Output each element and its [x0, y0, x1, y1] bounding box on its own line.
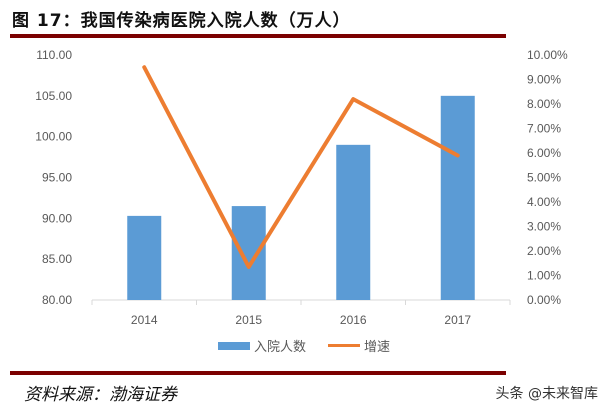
legend-line-swatch — [328, 344, 361, 347]
x-axis-labels: 2014 2015 2016 2017 — [131, 313, 472, 327]
legend-line-label: 增速 — [364, 340, 391, 355]
right-axis-tick-label: 3.00% — [527, 220, 561, 234]
legend: 入院人数 增速 — [218, 336, 390, 355]
right-axis-tick-label: 7.00% — [527, 122, 561, 136]
left-axis-tick-label: 110.00 — [36, 48, 72, 62]
x-axis-tick-marks — [91, 300, 511, 305]
left-axis-tick-label: 85.00 — [42, 252, 72, 266]
x-axis-label: 2016 — [340, 313, 367, 327]
source-note: 资料来源：渤海证券 — [24, 385, 177, 405]
left-axis-tick-label: 100.00 — [35, 130, 72, 144]
right-axis-tick-label: 2.00% — [527, 244, 561, 258]
left-axis-ticks: 80.00 85.00 90.00 95.00 100.00 105.00 110.00 — [35, 48, 72, 307]
right-axis-tick-label: 0.00% — [527, 293, 561, 307]
right-axis-tick-label: 9.00% — [527, 73, 561, 87]
bar-series — [127, 95, 475, 300]
left-axis-tick-label: 105.00 — [35, 89, 72, 103]
x-axis-label: 2014 — [131, 313, 158, 327]
right-axis-tick-label: 6.00% — [527, 146, 561, 160]
right-axis-tick-label: 5.00% — [527, 171, 561, 185]
right-axis-tick-label: 8.00% — [527, 97, 561, 111]
right-axis-tick-label: 1.00% — [527, 269, 561, 283]
right-axis-tick-label: 4.00% — [527, 195, 561, 209]
title-divider — [10, 34, 506, 38]
footer-divider — [10, 371, 506, 375]
left-axis-tick-label: 80.00 — [42, 293, 72, 307]
watermark: 头条 @未来智库 — [495, 386, 598, 402]
bar-2014 — [127, 215, 162, 300]
x-axis-label: 2017 — [444, 313, 471, 327]
left-axis-tick-label: 95.00 — [42, 171, 72, 185]
left-axis-tick-label: 90.00 — [42, 211, 72, 225]
bar-2016 — [336, 144, 371, 300]
right-axis-tick-label: 10.00% — [527, 48, 568, 62]
x-axis-label: 2015 — [235, 313, 262, 327]
legend-bar-label: 入院人数 — [254, 340, 307, 355]
figure-title: 图 17：我国传染病医院入院人数（万人） — [12, 11, 351, 31]
chart: 80.00 85.00 90.00 95.00 100.00 105.00 110.00 0… — [35, 48, 568, 327]
legend-bar-swatch — [218, 341, 250, 350]
bar-2015 — [231, 206, 266, 300]
bar-2017 — [440, 95, 475, 300]
right-axis-ticks: 0.00% 1.00% 2.00% 3.00% 4.00% 5.00% 6.00% 7.00%… — [527, 48, 568, 307]
growth-line-series — [142, 65, 460, 269]
